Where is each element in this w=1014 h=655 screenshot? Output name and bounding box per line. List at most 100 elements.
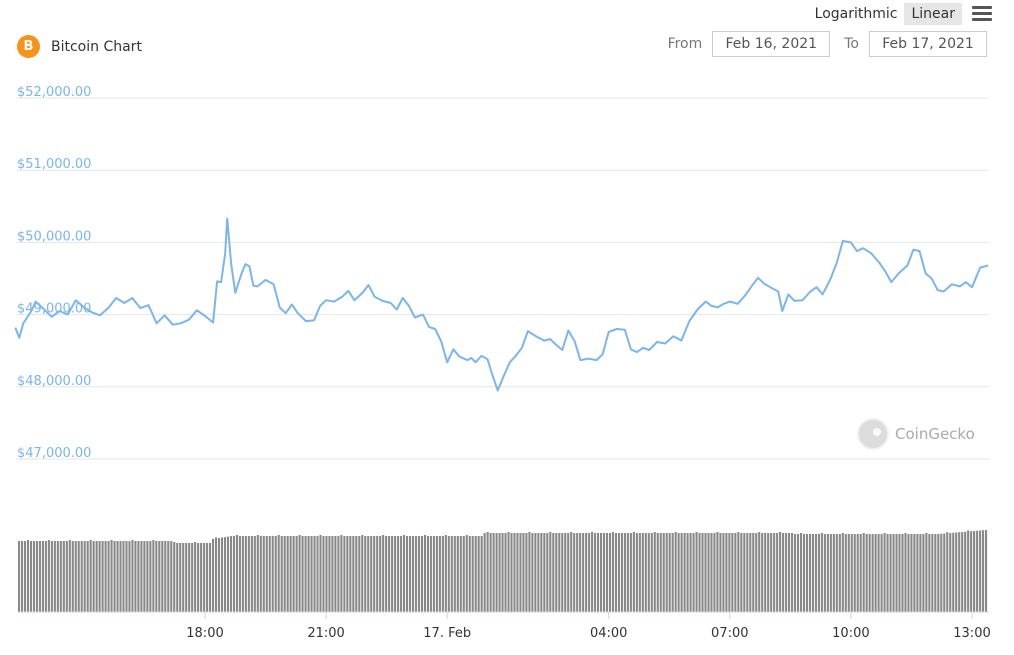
volume-bar — [985, 530, 988, 612]
volume-bar — [304, 536, 307, 612]
volume-bar — [140, 541, 143, 612]
volume-bar — [385, 536, 388, 612]
volume-bar — [355, 536, 358, 612]
from-date-input[interactable] — [712, 31, 831, 57]
volume-bar — [391, 536, 394, 612]
volume-bar — [289, 536, 292, 612]
volume-bar — [322, 536, 325, 612]
volume-bar — [146, 541, 149, 612]
volume-bar — [570, 532, 573, 612]
volume-bar — [620, 533, 623, 612]
volume-bar — [161, 541, 164, 612]
volume-bar — [298, 535, 301, 612]
x-tick-label: 07:00 — [711, 626, 748, 641]
volume-bar — [614, 533, 618, 612]
volume-bar — [829, 534, 832, 612]
volume-bar — [26, 540, 30, 612]
volume-bar — [125, 541, 128, 612]
volume-bar — [483, 533, 486, 612]
volume-bar — [895, 534, 898, 612]
volume-bar — [507, 532, 510, 612]
volume-bar — [949, 533, 952, 612]
volume-bar — [964, 531, 967, 612]
volume-bar — [686, 533, 689, 612]
volume-bar — [235, 535, 238, 612]
volume-bar — [722, 533, 725, 612]
linear-scale-button[interactable]: Linear — [904, 3, 962, 25]
volume-bar — [310, 536, 313, 612]
volume-bar — [543, 533, 546, 612]
volume-bar — [865, 534, 868, 612]
volume-bar — [349, 536, 352, 612]
volume-bar — [468, 536, 471, 612]
volume-bar — [286, 536, 289, 612]
volume-bar — [522, 533, 525, 612]
volume-bar — [18, 541, 21, 612]
volume-bar — [847, 534, 850, 612]
price-line[interactable] — [14, 217, 989, 392]
volume-bar — [373, 536, 376, 612]
volume-bar — [892, 534, 895, 612]
volume-bar — [597, 533, 600, 612]
volume-bar — [295, 536, 298, 612]
volume-bar — [429, 536, 432, 612]
volume-bar — [880, 534, 883, 612]
volume-bar — [492, 533, 495, 612]
volume-bar — [710, 533, 713, 612]
volume-bar — [68, 540, 71, 612]
volume-bar — [456, 536, 459, 612]
volume-bar — [761, 533, 764, 612]
volume-bar — [611, 532, 615, 612]
volume-bar — [325, 536, 328, 612]
volume-bar — [346, 536, 349, 612]
volume-bar — [853, 534, 856, 612]
volume-bar — [796, 534, 800, 612]
volume-bar — [56, 541, 59, 612]
volume-bar — [480, 536, 483, 612]
volume-bar — [489, 533, 492, 612]
volume-bar — [107, 541, 110, 612]
volume-bar — [695, 532, 698, 612]
volume-bar — [644, 533, 647, 612]
volume-bar — [844, 534, 847, 612]
volume-bar — [477, 536, 480, 612]
y-tick-label: $51,000.00 — [17, 157, 91, 172]
volume-bar — [561, 533, 564, 612]
volume-bar — [838, 534, 841, 612]
volume-bar — [534, 533, 537, 612]
volume-bar — [65, 541, 68, 612]
volume-bar — [501, 533, 504, 612]
volume-bar — [74, 541, 77, 612]
to-date-input[interactable] — [869, 31, 987, 57]
date-range: From To — [668, 31, 987, 57]
volume-bar — [152, 540, 155, 612]
volume-bar — [656, 533, 659, 612]
volume-bar — [313, 536, 316, 612]
volume-bar — [594, 533, 597, 612]
volume-bar — [632, 532, 635, 612]
volume-bar — [453, 536, 456, 612]
chart-title: Bitcoin Chart — [51, 38, 142, 55]
volume-bar — [438, 536, 441, 612]
volume-bar — [794, 534, 797, 612]
watermark-text: CoinGecko — [895, 425, 975, 443]
volume-bar — [179, 543, 182, 612]
volume-bar — [471, 536, 474, 612]
volume-bar — [817, 534, 820, 612]
volume-bar — [113, 541, 116, 612]
volume-bar — [486, 532, 489, 612]
volume-bar — [716, 532, 719, 612]
volume-bar — [823, 534, 826, 612]
volume-bar — [441, 536, 444, 612]
volume-bar — [265, 536, 268, 612]
hamburger-menu-icon[interactable] — [972, 6, 992, 22]
volume-bar — [674, 532, 677, 612]
volume-bar — [680, 533, 683, 612]
y-tick-label: $48,000.00 — [17, 374, 91, 389]
volume-bar — [958, 532, 961, 612]
volume-bar — [80, 541, 83, 612]
volume-bar — [44, 541, 47, 612]
volume-bar — [919, 534, 922, 612]
logarithmic-scale-button[interactable]: Logarithmic — [814, 6, 898, 22]
